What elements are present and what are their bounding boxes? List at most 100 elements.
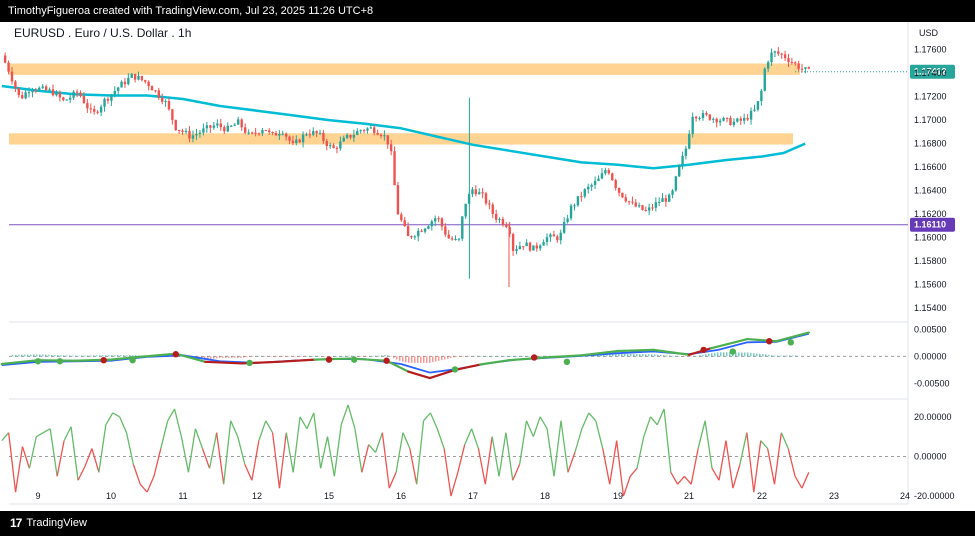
osc1-histogram-bar [240,356,242,358]
osc2-segment [21,446,31,469]
osc1-fast-segment [109,356,134,361]
candle-body [41,86,44,88]
osc1-histogram-bar [453,356,455,358]
candle-body [342,137,345,142]
osc1-histogram-bar [24,354,26,357]
osc1-histogram-bar [102,355,104,357]
osc1-histogram-bar [297,356,299,357]
osc2-segment [470,428,480,449]
osc1-histogram-bar [108,355,110,357]
osc2-segment [436,428,445,449]
chart-canvas[interactable]: EURUSD . Euro / U.S. Dollar . 1h 1.17412… [0,22,975,511]
osc1-histogram-bar [105,355,107,357]
osc2-segment [636,436,645,469]
time-tick-label: 9 [35,491,40,501]
osc2-segment [574,428,583,453]
osc1-histogram-bar [603,354,605,357]
osc2-segment [91,448,100,473]
osc2-segment [292,416,301,473]
price-axis-label-box [910,217,955,232]
candle-body [542,242,545,246]
osc1-histogram-bar [324,356,326,357]
osc1-fast-segment [709,337,749,350]
osc2-segment [28,436,37,469]
price-tick-label: 1.16600 [914,162,947,172]
tradingview-logo-icon: 17 [10,516,22,530]
candle-body [770,52,773,63]
candle-body [637,205,641,207]
osc1-histogram-bar [624,353,626,357]
osc2-segment [560,420,569,473]
osc1-histogram-bar [354,356,356,357]
candle-body [264,130,268,132]
moving-average-line [1,84,806,170]
osc1-histogram-bar [399,356,401,361]
osc1-histogram-bar [513,356,515,357]
osc2-segment [230,420,239,437]
osc1-histogram-bar [384,354,386,357]
osc2-segment [629,467,638,477]
osc1-histogram-bar [648,354,650,357]
candle-body [474,189,478,195]
osc1-histogram-bar [717,352,719,357]
time-tick-label: 22 [757,491,767,501]
currency-label: USD [919,28,939,38]
osc1-histogram-bar [327,356,329,357]
price-tick-label: 1.16200 [914,209,947,219]
brand[interactable]: 17 TradingView [10,516,87,530]
osc1-histogram-bar [270,356,272,357]
osc2-segment [347,404,356,429]
osc2-segment [251,440,260,481]
osc1-histogram-bar [21,354,23,357]
osc1-histogram-bar [39,354,41,357]
time-tick-label: 18 [540,491,550,501]
osc1-histogram-bar [255,356,257,357]
price-axis-label-box [910,64,955,79]
osc1-histogram-bar [444,356,446,360]
candle-body [3,55,7,63]
osc1-histogram-bar [318,356,320,357]
osc1-histogram-bar [291,356,293,357]
osc2-segment [457,444,466,473]
osc2-segment [656,408,665,426]
osc1-histogram-bar [627,353,629,357]
osc1-histogram-bar [12,354,14,357]
candle-body [147,81,150,87]
candle-body [725,117,729,119]
candle-body [332,145,335,148]
osc1-fast-segment [775,331,810,343]
osc1-histogram-bar [405,356,407,363]
candle-body [268,130,271,133]
osc1-cross-marker [56,358,64,365]
osc2-segment [746,432,755,493]
osc2-segment [265,420,274,434]
osc1-histogram-bar [612,354,614,357]
osc2-segment [423,412,431,422]
osc1-histogram-bar [450,356,452,359]
candle-body [14,81,17,88]
osc1-histogram-bar [120,355,122,357]
candle-body [760,90,763,102]
osc1-cross-marker [766,338,773,345]
candle-body [430,221,434,227]
osc1-histogram-bar [684,356,686,357]
osc2-segment [643,416,652,437]
osc1-histogram-bar [669,355,671,357]
candle-body [566,218,569,223]
osc2-segment [215,432,225,485]
osc1-cross-marker [351,356,358,363]
candle-body [93,108,96,112]
osc2-segment [395,432,404,473]
osc1-histogram-bar [699,355,701,357]
osc2-segment [787,448,796,477]
candle-body [780,53,783,55]
osc1-histogram-bar [261,356,263,357]
candle-body [631,201,634,203]
candle-body [498,219,501,221]
candle-body [522,246,525,248]
levels-layer: 1.17412 1.16110 [9,63,955,232]
osc1-histogram-bar [18,354,20,357]
time-tick-label: 15 [324,491,334,501]
candle-body [624,197,627,202]
candle-body [328,145,332,147]
